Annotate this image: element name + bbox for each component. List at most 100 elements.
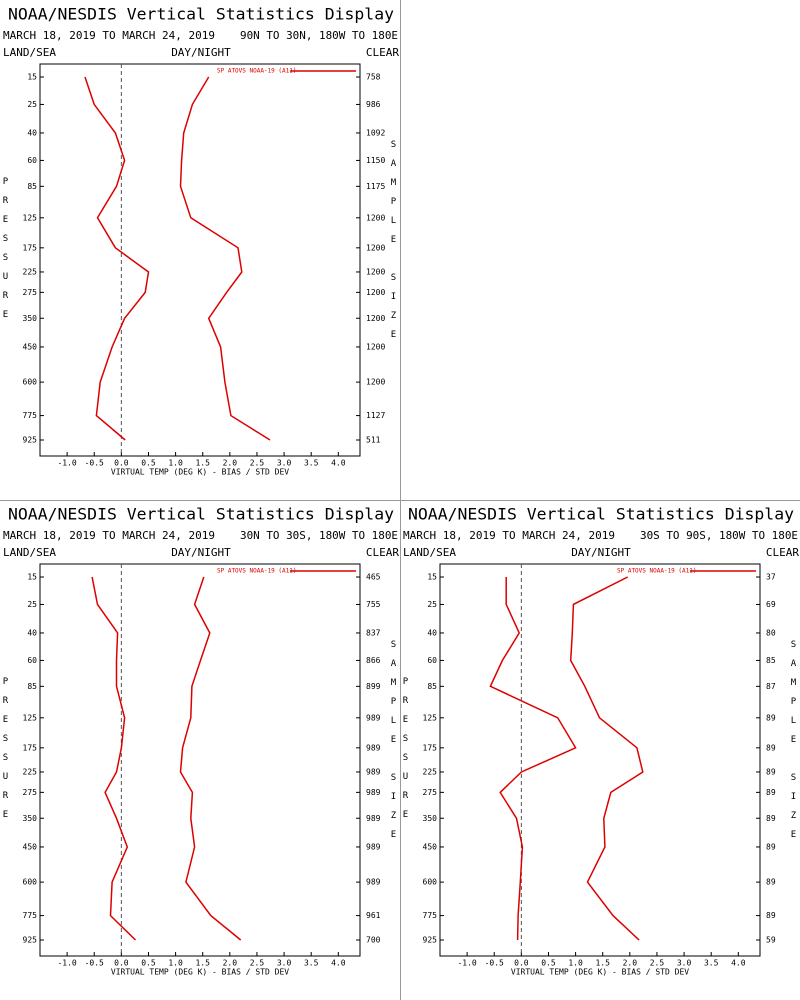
x-tick-label: -0.5 [485,959,504,968]
x-tick-label: 1.5 [595,959,610,968]
y-tick-label: 85 [427,682,437,691]
y-tick-label: 85 [27,182,37,191]
y-tick-label: 275 [423,788,438,797]
x-tick-label: -1.0 [57,959,76,968]
legend-label: SP ATOVS NOAA-19 (A11) [617,568,696,575]
y-tick-label: 775 [23,911,38,920]
x-tick-label: 3.5 [704,959,719,968]
std-dev-line [569,576,644,941]
y-tick-label: 350 [423,814,438,823]
y-tick-label: 25 [27,600,37,609]
y-tick-label: 225 [423,767,438,776]
sample-size-label: 89 [766,878,776,887]
x-tick-label: 1.5 [195,959,210,968]
y-tick-label: 275 [23,288,38,297]
x-tick-label: 3.0 [277,459,292,468]
sample-size-label: 1092 [366,128,385,137]
sample-size-label: 989 [366,788,381,797]
day-night: DAY/NIGHT [171,546,231,559]
x-tick-label: 1.0 [568,959,583,968]
x-tick-label: 2.5 [250,459,265,468]
sample-size-label: 1200 [366,213,385,222]
sample-size-label: 85 [766,656,776,665]
x-tick-label: 3.0 [677,959,692,968]
sample-size-label: 866 [366,656,381,665]
y-tick-label: 175 [23,743,38,752]
y-tick-label: 25 [27,100,37,109]
sample-size-label: 89 [766,911,776,920]
day-night: DAY/NIGHT [171,46,231,59]
chart-title: NOAA/NESDIS Vertical Statistics Display [8,505,394,524]
region: 30S TO 90S, 180W TO 180E [640,529,798,542]
std-dev-line [179,76,271,441]
y-tick-label: 600 [423,878,438,887]
y-tick-label: 600 [23,878,38,887]
x-tick-label: 3.5 [304,959,319,968]
y-tick-label: 60 [427,656,437,665]
x-tick-label: 2.0 [223,459,238,468]
x-tick-label: 0.5 [141,459,156,468]
y2-axis-label: SAMPLE SIZE [789,640,799,849]
sample-size-label: 1200 [366,288,385,297]
sample-size-label: 989 [366,767,381,776]
clear: CLEAR [766,546,799,559]
y-tick-label: 60 [27,656,37,665]
chart-title: NOAA/NESDIS Vertical Statistics Display [408,505,794,524]
legend-label: SP ATOVS NOAA-19 (A11) [217,568,296,575]
y-tick-label: 175 [423,743,438,752]
y-tick-label: 925 [23,436,38,445]
x-axis-label: VIRTUAL TEMP (DEG K) - BIAS / STD DEV [511,968,689,977]
legend-label: SP ATOVS NOAA-19 (A11) [217,68,296,75]
y-tick-label: 450 [23,342,38,351]
x-tick-label: 3.0 [277,959,292,968]
sample-size-label: 899 [366,682,381,691]
sample-size-label: 989 [366,814,381,823]
y-tick-label: 15 [427,573,437,582]
y-tick-label: 225 [23,267,38,276]
region: 30N TO 30S, 180W TO 180E [240,529,398,542]
x-tick-label: -1.0 [57,459,76,468]
sample-size-label: 1200 [366,243,385,252]
panel: NOAA/NESDIS Vertical Statistics Display M… [401,505,800,977]
x-tick-label: 1.0 [168,459,183,468]
plot-frame [39,563,361,957]
y-tick-label: 125 [23,713,38,722]
sample-size-label: 69 [766,600,776,609]
y-tick-label: 775 [423,911,438,920]
sample-size-label: 700 [366,936,381,945]
y2-axis-label: SAMPLE SIZE [389,640,399,849]
y-tick-label: 40 [27,628,37,637]
x-tick-label: -0.5 [85,959,104,968]
sample-size-label: 37 [766,573,776,582]
y-tick-label: 40 [27,128,37,137]
sample-size-label: 1127 [366,411,385,420]
x-tick-label: 0.5 [541,959,556,968]
sample-size-label: 1200 [366,267,385,276]
sample-size-label: 986 [366,100,381,109]
sample-size-label: 1150 [366,156,385,165]
y-axis-label: PRESSURE [401,677,411,829]
y-tick-label: 925 [423,936,438,945]
sample-size-label: 89 [766,842,776,851]
sample-size-label: 1200 [366,314,385,323]
y-tick-label: 15 [27,573,37,582]
y-tick-label: 125 [423,713,438,722]
std-dev-line [179,576,242,941]
x-tick-label: 0.0 [514,959,529,968]
sample-size-label: 1200 [366,342,385,351]
x-axis-label: VIRTUAL TEMP (DEG K) - BIAS / STD DEV [111,468,289,477]
x-tick-label: 2.0 [223,959,238,968]
y-tick-label: 15 [27,73,37,82]
y-tick-label: 775 [23,411,38,420]
bias-line [489,577,577,941]
sample-size-label: 989 [366,878,381,887]
y-tick-label: 275 [23,788,38,797]
x-tick-label: 4.0 [331,959,346,968]
y-tick-label: 350 [23,814,38,823]
y-tick-label: 60 [27,156,37,165]
panel: NOAA/NESDIS Vertical Statistics Display M… [1,505,400,977]
y-tick-label: 925 [23,936,38,945]
clear: CLEAR [366,46,399,59]
x-tick-label: -1.0 [457,959,476,968]
